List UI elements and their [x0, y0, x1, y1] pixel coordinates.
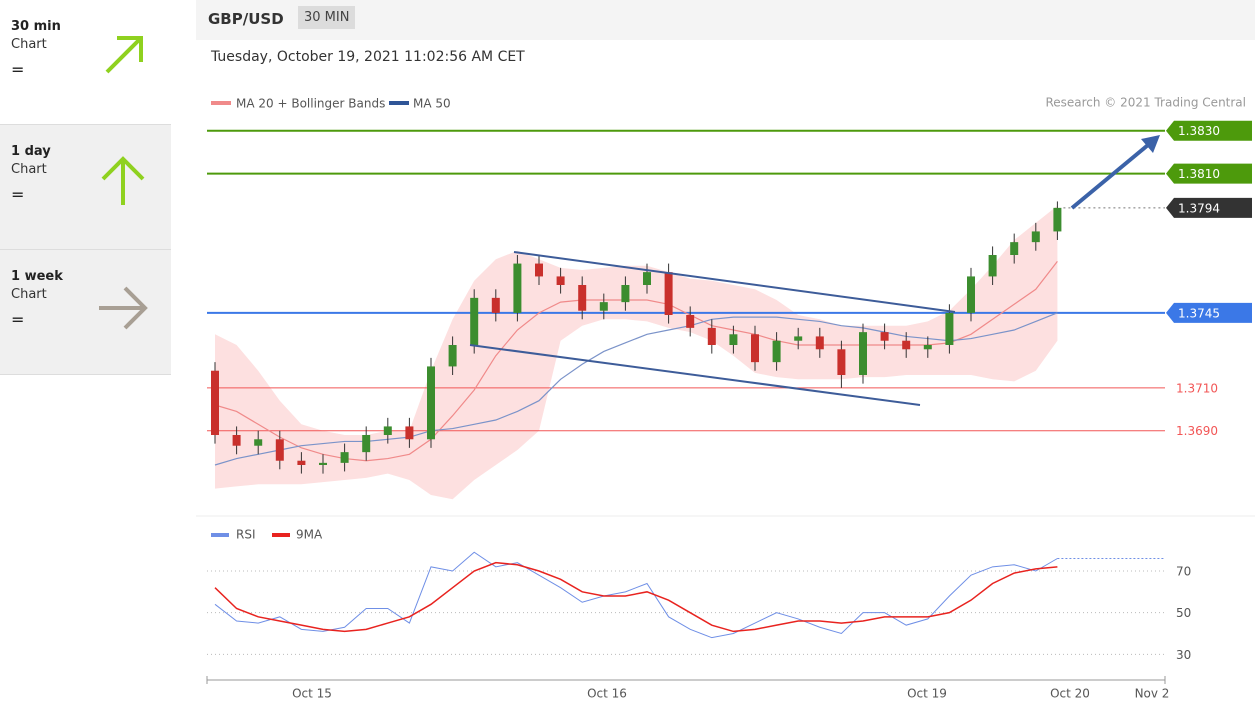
source: Research © 2021 Trading Central [1045, 96, 1246, 110]
candle-body [880, 332, 889, 341]
trend-line [469, 344, 921, 406]
symbol: GBP/USD [208, 10, 284, 28]
x-tick-label: Nov 2 [1135, 687, 1170, 701]
level-label: 1.3794 [1178, 201, 1220, 215]
candle-body [340, 452, 349, 463]
candle-body [751, 334, 759, 363]
level-label: 1.3690 [1176, 424, 1218, 438]
item-label: 1 week [11, 269, 63, 284]
plot: 1.3830 1.3810 1.3794 1.3745 1.3710 1.3690 MA 2… [207, 97, 1252, 701]
chart-subtitle: Tuesday, October 19, 2021 11:02:56 AM CE… [210, 49, 525, 65]
y-tick-label: 50 [1176, 606, 1191, 620]
candle-body [686, 315, 695, 328]
candle-body [1010, 242, 1019, 255]
item-sub: Chart [11, 287, 47, 302]
y-tick-label: 70 [1176, 565, 1191, 579]
candle-body [707, 327, 716, 345]
candle-body [945, 312, 954, 345]
item-value: = [11, 185, 25, 204]
legend-label: 9MA [296, 528, 323, 542]
candle-body [319, 462, 327, 465]
x-tick-label: Oct 20 [1050, 687, 1090, 701]
candle-body [448, 345, 457, 367]
candle-body [837, 349, 846, 375]
item-value: = [11, 60, 25, 79]
x-tick-label: Oct 15 [292, 687, 332, 701]
candle-body [383, 426, 392, 435]
candle-body [859, 332, 867, 375]
forecast-arrow [1070, 143, 1150, 210]
x-tick-label: Oct 16 [587, 687, 627, 701]
item-sub: Chart [11, 162, 47, 177]
candle-body [643, 272, 651, 285]
timeframe-item[interactable]: 1 week Chart = [0, 250, 171, 375]
level-label: 1.3810 [1178, 167, 1220, 181]
arrow-icon [99, 286, 148, 330]
arrow-icon [105, 36, 143, 74]
candle-body [275, 439, 284, 461]
legend-swatch [211, 101, 231, 105]
bollinger-band [215, 205, 1058, 500]
arrow-head [1141, 135, 1160, 153]
sidebar: 30 min Chart = 1 day Chart = 1 week Char… [0, 0, 171, 375]
timeframe[interactable]: 30 MIN [298, 6, 356, 29]
item-sub: Chart [11, 37, 47, 52]
level-label: 1.3830 [1178, 124, 1220, 138]
candle-body [621, 285, 630, 303]
legend-label: MA 20 + Bollinger Bands [236, 97, 385, 111]
series-line [214, 561, 1058, 633]
legend-swatch [272, 533, 290, 537]
level-box [1166, 163, 1252, 184]
item-label: 1 day [11, 144, 51, 159]
candle-body [599, 302, 608, 311]
legend-swatch [389, 101, 409, 105]
candle-body [988, 255, 997, 277]
candle-body [362, 435, 371, 453]
candle-body [1053, 207, 1062, 232]
candle-body [664, 272, 673, 315]
timeframe-item[interactable]: 30 min Chart = [0, 0, 171, 125]
ma-line [214, 312, 1058, 466]
legend-swatch [211, 533, 229, 537]
candle-body [967, 276, 975, 313]
candle-body [556, 276, 565, 285]
candle-body [254, 439, 263, 446]
candle-body [729, 334, 738, 345]
legend-label: MA 50 [413, 97, 451, 111]
ma-line [214, 261, 1058, 462]
candle-body [513, 263, 522, 313]
level-box [1166, 302, 1252, 323]
candle-body [923, 345, 932, 350]
candle-body [1031, 231, 1040, 243]
series-line [214, 551, 1058, 639]
candle-body [491, 297, 500, 313]
item-value: = [11, 310, 25, 329]
level-box [1166, 197, 1252, 218]
legend-label: RSI [236, 528, 256, 542]
candle-body [297, 460, 306, 465]
candle-body [772, 340, 781, 363]
candle-body [535, 263, 543, 277]
trend-line [513, 251, 956, 313]
level-box [1166, 120, 1252, 141]
y-tick-label: 30 [1176, 648, 1191, 662]
arrow-icon [101, 156, 145, 205]
header: GBP/USD 30 MIN [196, 0, 1255, 40]
candle-body [427, 366, 435, 440]
candle-body [815, 336, 824, 350]
candle-body [470, 297, 479, 345]
candle-body [902, 340, 911, 350]
level-label: 1.3745 [1178, 306, 1220, 320]
timeframe-item[interactable]: 1 day Chart = [0, 125, 171, 250]
candle-body [794, 336, 803, 341]
level-label: 1.3710 [1176, 381, 1218, 395]
x-tick-label: Oct 19 [907, 687, 947, 701]
candle-body [232, 435, 241, 446]
item-label: 30 min [11, 19, 61, 34]
candle-body [211, 370, 219, 435]
candle-body [578, 285, 587, 311]
candle-body [405, 426, 414, 440]
